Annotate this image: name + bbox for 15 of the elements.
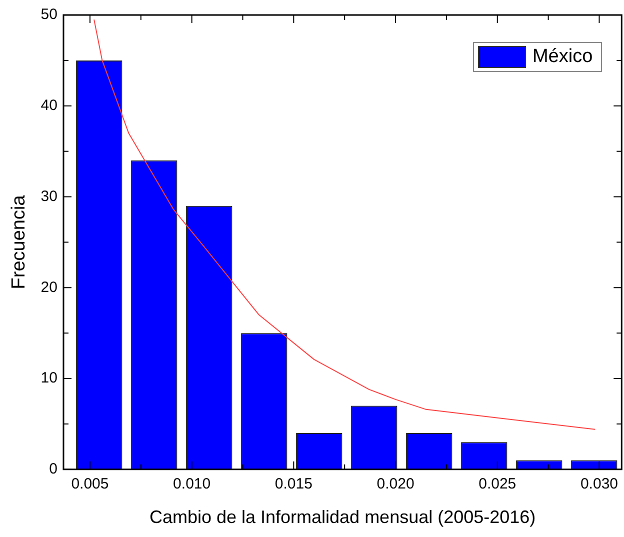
legend-label: México: [532, 46, 593, 68]
y-tick-label: 50: [40, 6, 58, 24]
y-axis-title: Frecuencia: [8, 194, 30, 290]
x-tick-label: 0.020: [376, 476, 414, 493]
x-tick-label: 0.010: [173, 476, 211, 493]
x-tick-label: 0.030: [580, 476, 618, 493]
x-tick-label: 0.025: [478, 476, 516, 493]
y-tick-label: 40: [40, 97, 58, 114]
x-axis-title: Cambio de la Informalidad mensual (2005-2016): [149, 507, 536, 528]
x-tick-label: 0.005: [71, 476, 109, 493]
y-tick-label: 30: [40, 188, 58, 205]
y-tick-label: 10: [40, 370, 58, 387]
x-tick-label: 0.015: [274, 476, 312, 493]
y-tick-label: 0: [49, 460, 58, 478]
y-tick-label: 20: [40, 278, 58, 296]
